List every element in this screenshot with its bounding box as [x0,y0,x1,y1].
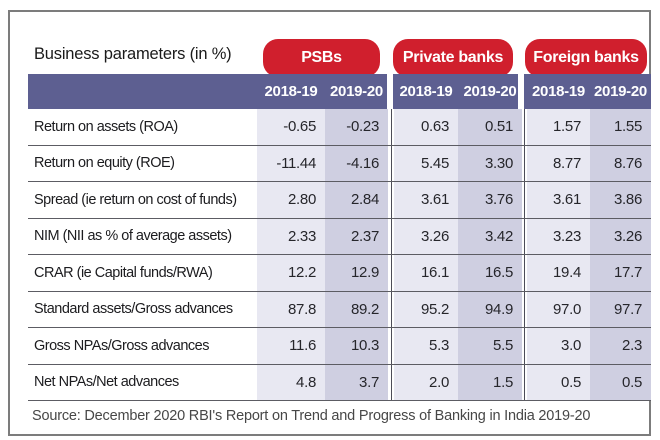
cell: 97.0 [553,300,581,318]
year-header-psbs-2019-20: 2019-20 [330,83,383,100]
cell: 95.2 [421,300,449,318]
row-label: Gross NPAs/Gross advances [34,337,210,354]
cell: 8.77 [553,154,581,172]
cell: 2.37 [351,227,379,245]
cell: 2.84 [351,191,379,209]
cell: 87.8 [288,300,316,318]
group-divider-line [524,109,525,401]
row-label: Spread (ie return on cost of funds) [34,191,237,208]
cell: 17.7 [614,264,642,282]
cell: 5.5 [493,337,513,355]
row-label: Return on equity (ROE) [34,155,175,172]
column-stripe [325,109,388,401]
year-header-band-foreign [524,74,651,109]
table-frame: Business parameters (in %) PSBs Private … [8,10,651,436]
cell: 12.9 [351,264,379,282]
table-row: Return on equity (ROE) -11.44 -4.16 5.45… [28,146,651,182]
year-header-foreign-2018-19: 2018-19 [532,83,585,100]
cell: 3.86 [614,191,642,209]
cell: 19.4 [553,264,581,282]
cell: 2.80 [288,191,316,209]
cell: 5.3 [429,337,449,355]
cell: 1.5 [493,373,513,391]
row-label: CRAR (ie Capital funds/RWA) [34,264,213,281]
year-header-band-private [393,74,518,109]
table-row: Net NPAs/Net advances 4.8 3.7 2.0 1.5 0.… [28,365,651,401]
cell: 2.0 [429,373,449,391]
year-header-private-2018-19: 2018-19 [399,83,453,100]
table-row: NIM (NII as % of average assets) 2.33 2.… [28,219,651,255]
cell: 94.9 [485,300,513,318]
table-row: Standard assets/Gross advances 87.8 89.2… [28,292,651,328]
row-label: Return on assets (ROA) [34,118,178,135]
cell: 16.5 [485,264,513,282]
cell: 97.7 [614,300,642,318]
cell: 11.6 [289,337,316,355]
group-pill-foreign-banks: Foreign banks [525,39,647,77]
table-rows: Return on assets (ROA) -0.65 -0.23 0.63 … [28,109,651,401]
year-header-foreign-2019-20: 2019-20 [594,83,647,100]
cell: 2.3 [622,337,642,355]
cell: 0.5 [561,373,581,391]
cell: 0.63 [421,118,449,136]
cell: 0.51 [485,118,513,136]
cell: 3.26 [421,227,449,245]
row-label: Standard assets/Gross advances [34,301,233,318]
cell: 12.2 [288,264,316,282]
cell: 0.5 [622,373,642,391]
group-pill-psbs: PSBs [263,39,380,77]
group-divider-line [391,109,392,401]
table-row: Return on assets (ROA) -0.65 -0.23 0.63 … [28,109,651,146]
cell: 16.1 [421,264,449,282]
year-header-band-psbs [28,74,387,109]
cell: -4.16 [346,154,379,172]
cell: 3.76 [485,191,513,209]
cell: 3.61 [553,191,581,209]
cell: 3.61 [421,191,449,209]
cell: 3.0 [561,337,581,355]
group-pill-private-banks: Private banks [393,39,513,77]
column-stripe [527,109,590,401]
column-stripe [257,109,325,401]
cell: 2.33 [288,227,316,245]
year-header-psbs-2018-19: 2018-19 [264,83,318,100]
table-row: Spread (ie return on cost of funds) 2.80… [28,182,651,219]
year-header-private-2019-20: 2019-20 [463,83,517,100]
cell: 3.26 [614,227,642,245]
cell: 1.57 [553,118,581,136]
cell: 89.2 [351,300,379,318]
cell: -0.65 [283,118,316,136]
row-label: NIM (NII as % of average assets) [34,228,232,245]
column-stripe [590,109,651,401]
cell: 1.55 [614,118,642,136]
table-row: Gross NPAs/Gross advances 11.6 10.3 5.3 … [28,328,651,365]
row-label: Net NPAs/Net advances [34,374,179,391]
cell: 8.76 [614,154,642,172]
cell: 3.42 [485,227,513,245]
cell: -11.44 [276,154,316,172]
cell: 4.8 [296,373,316,391]
column-stripe [458,109,522,401]
table-body: Return on assets (ROA) -0.65 -0.23 0.63 … [28,109,651,401]
cell: 3.23 [553,227,581,245]
cell: 3.30 [485,154,513,172]
cell: 3.7 [359,373,379,391]
table-row: CRAR (ie Capital funds/RWA) 12.2 12.9 16… [28,255,651,292]
column-stripe [394,109,458,401]
cell: -0.23 [346,118,379,136]
source-note: Source: December 2020 RBI's Report on Tr… [32,408,591,424]
cell: 10.3 [351,337,379,355]
table-title: Business parameters (in %) [34,45,232,63]
cell: 5.45 [421,154,449,172]
